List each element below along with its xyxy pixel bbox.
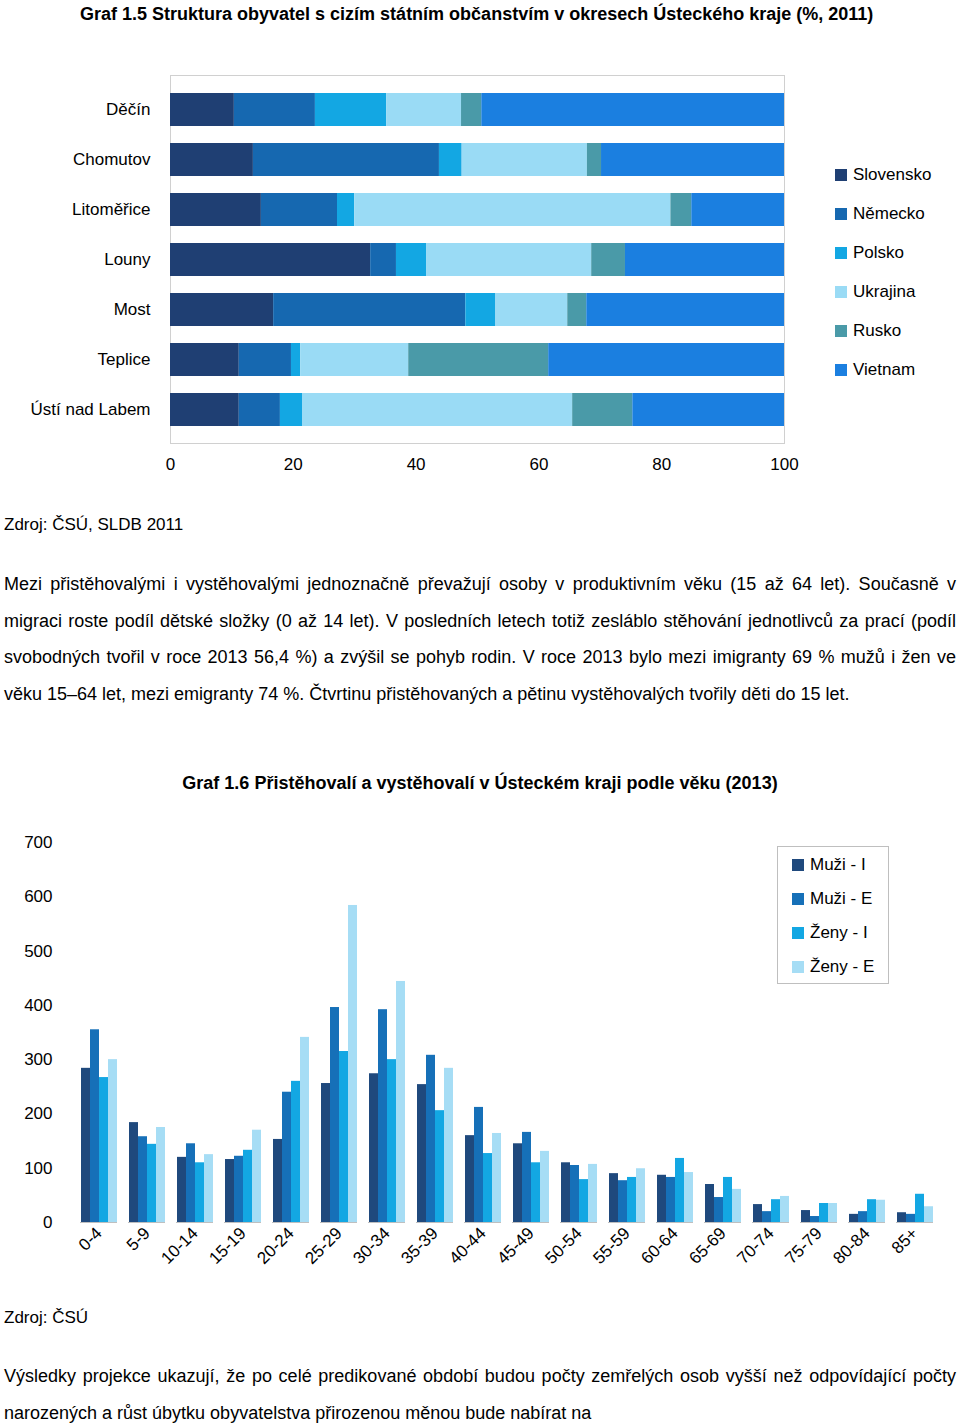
svg-text:60-64: 60-64 <box>637 1224 681 1268</box>
svg-text:0-4: 0-4 <box>75 1224 106 1255</box>
html-text:Výsledky projekce ukazují, že: Výsledky projekce ukazují, že po celé pr… <box>4 1366 956 1423</box>
svg-text:20: 20 <box>284 455 303 474</box>
html-text:Vietnam: Vietnam <box>853 360 916 379</box>
html-text:Graf 1.6 Přistěhovalí a vystěh: Graf 1.6 Přistěhovalí a vystěhovalí v Ús… <box>182 773 778 793</box>
svg-text:Chomutov: Chomutov <box>73 150 151 169</box>
html-text:Ženy - I: Ženy - I <box>810 923 868 942</box>
svg-text:Teplice: Teplice <box>98 350 151 369</box>
html-text:Ukrajina: Ukrajina <box>853 282 916 301</box>
html-text:Slovensko: Slovensko <box>853 165 932 184</box>
html-text:Muži - I: Muži - I <box>810 855 866 874</box>
svg-text:700: 700 <box>24 833 52 852</box>
svg-text:400: 400 <box>24 996 52 1015</box>
svg-text:10-14: 10-14 <box>157 1224 201 1268</box>
svg-text:Litoměřice: Litoměřice <box>72 200 150 219</box>
svg-text:70-74: 70-74 <box>733 1224 777 1268</box>
svg-text:60: 60 <box>529 455 548 474</box>
svg-text:40-44: 40-44 <box>445 1224 489 1268</box>
svg-text:30-34: 30-34 <box>349 1224 393 1268</box>
html-text:Graf 1.5 Struktura obyvatel s: Graf 1.5 Struktura obyvatel s cizím stát… <box>80 4 874 24</box>
html-text:Polsko: Polsko <box>853 243 904 262</box>
svg-text:65-69: 65-69 <box>685 1224 729 1268</box>
svg-text:5-9: 5-9 <box>123 1224 154 1255</box>
svg-text:50-54: 50-54 <box>541 1224 585 1268</box>
svg-text:40: 40 <box>407 455 426 474</box>
svg-text:45-49: 45-49 <box>493 1224 537 1268</box>
svg-text:20-24: 20-24 <box>253 1224 297 1268</box>
svg-text:100: 100 <box>770 455 798 474</box>
svg-text:200: 200 <box>24 1104 52 1123</box>
svg-text:75-79: 75-79 <box>781 1224 825 1268</box>
svg-text:600: 600 <box>24 887 52 906</box>
svg-text:15-19: 15-19 <box>205 1224 249 1268</box>
html-text:Ženy - E: Ženy - E <box>810 957 875 976</box>
svg-text:55-59: 55-59 <box>589 1224 633 1268</box>
svg-text:0: 0 <box>43 1213 52 1232</box>
html-text:Rusko: Rusko <box>853 321 902 340</box>
svg-text:35-39: 35-39 <box>397 1224 441 1268</box>
html-text:Muži - E: Muži - E <box>810 889 873 908</box>
html-text:Německo: Německo <box>853 204 925 223</box>
svg-text:300: 300 <box>24 1050 52 1069</box>
svg-text:85+: 85+ <box>888 1224 922 1258</box>
svg-text:25-29: 25-29 <box>301 1224 345 1268</box>
svg-text:80-84: 80-84 <box>829 1224 873 1268</box>
svg-text:100: 100 <box>24 1159 52 1178</box>
svg-text:500: 500 <box>24 942 52 961</box>
svg-text:Děčín: Děčín <box>106 100 150 119</box>
svg-text:80: 80 <box>652 455 671 474</box>
svg-text:Most: Most <box>114 300 151 319</box>
svg-text:0: 0 <box>166 455 175 474</box>
html-text:Mezi přistěhovalými i vystěhov: Mezi přistěhovalými i vystěhovalými jedn… <box>4 574 956 704</box>
svg-text:Ústí nad Labem: Ústí nad Labem <box>30 400 150 419</box>
svg-text:Louny: Louny <box>104 250 151 269</box>
html-text:Zdroj: ČSÚ, SLDB 2011: Zdroj: ČSÚ, SLDB 2011 <box>4 515 184 534</box>
html-text:Zdroj: ČSÚ: Zdroj: ČSÚ <box>4 1308 89 1327</box>
